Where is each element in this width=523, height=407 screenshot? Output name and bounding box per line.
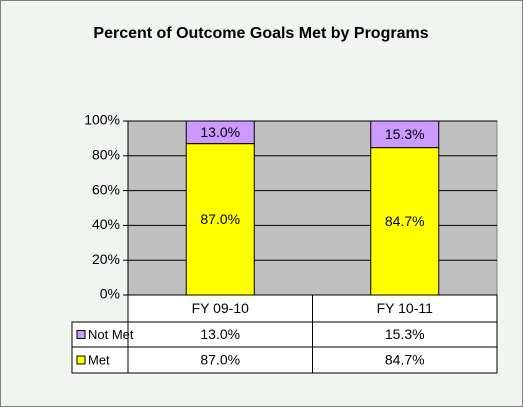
table-cell: 13.0% [200, 326, 240, 342]
x-tick-label: FY 09-10 [192, 300, 250, 316]
y-tick-label: 20% [92, 251, 120, 267]
y-tick-label: 0% [100, 286, 120, 302]
y-tick-label: 40% [92, 216, 120, 232]
bar-segment [185, 120, 255, 145]
y-tick-label: 80% [92, 147, 120, 163]
table-cell: 15.3% [385, 326, 425, 342]
data-label: 87.0% [200, 211, 240, 227]
data-label: 13.0% [200, 124, 240, 140]
legend-label: Not Met [88, 327, 134, 342]
legend-label: Met [88, 352, 110, 367]
plot-area [127, 120, 498, 296]
bar-segment [370, 120, 440, 149]
table-cell: 84.7% [385, 352, 425, 368]
legend-swatch [76, 355, 86, 365]
legend-swatch [76, 330, 86, 339]
chart-title: Percent of Outcome Goals Met by Programs [93, 25, 429, 42]
data-label: 84.7% [385, 213, 425, 229]
data-label: 15.3% [385, 126, 425, 142]
y-tick-label: 60% [92, 181, 120, 197]
x-tick-label: FY 10-11 [377, 300, 434, 316]
bar-segment [185, 143, 255, 296]
table-cell: 87.0% [200, 352, 240, 368]
y-tick-label: 100% [84, 112, 120, 128]
